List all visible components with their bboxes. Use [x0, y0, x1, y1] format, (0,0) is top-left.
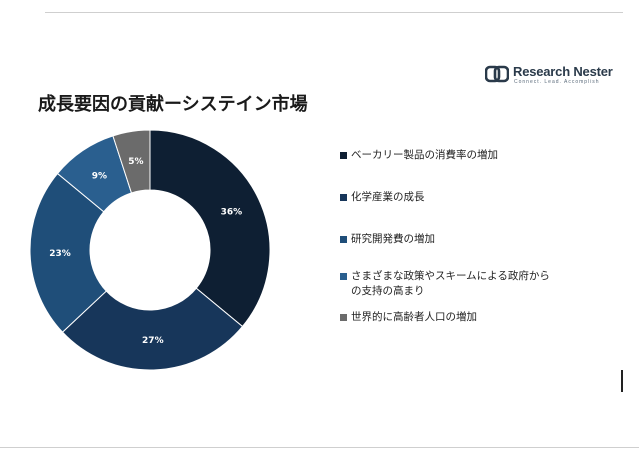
- legend-item-2: 化学産業の成長: [340, 190, 566, 205]
- legend-label-2: 化学産業の成長: [351, 191, 425, 203]
- slice-label-3: 23%: [49, 249, 71, 259]
- slice-label-1: 36%: [221, 208, 243, 218]
- legend-item-4: さまざまな政策やスキームによる政府から の支持の高まり: [340, 269, 566, 299]
- legend-item-3: 研究開発費の増加: [340, 232, 566, 247]
- legend-label-3: 研究開発費の増加: [351, 233, 435, 245]
- legend-swatch-5: [340, 314, 347, 321]
- brand-tagline: Connect. Lead. Accomplish: [514, 79, 600, 85]
- slice-label-4: 9%: [92, 172, 107, 182]
- legend-swatch-1: [340, 152, 347, 159]
- bottom-divider: [0, 447, 639, 448]
- right-edge-marker: [621, 370, 623, 392]
- research-nester-logo: Research Nester Connect. Lead. Accomplis…: [485, 63, 625, 87]
- donut-slice-3: [29, 172, 107, 333]
- slice-label-5: 5%: [128, 157, 143, 167]
- legend-swatch-2: [340, 194, 347, 201]
- legend-swatch-4: [340, 273, 347, 280]
- legend-label-5: 世界的に高齢者人口の増加: [351, 311, 477, 323]
- donut-slice-1: [149, 129, 271, 328]
- legend-swatch-3: [340, 236, 347, 243]
- donut-slice-2: [61, 287, 244, 371]
- chart-title: 成長要因の貢献ーシステイン市場: [38, 94, 308, 115]
- donut-slice-5: [112, 129, 151, 194]
- legend-label-4: さまざまな政策やスキームによる政府から の支持の高まり: [351, 270, 550, 297]
- top-divider: [45, 12, 623, 13]
- brand-name: Research Nester: [513, 64, 613, 79]
- legend-label-1: ベーカリー製品の消費率の増加: [351, 149, 498, 161]
- slice-label-2: 27%: [142, 336, 164, 346]
- logo-mark-icon: [485, 65, 509, 83]
- legend-item-5: 世界的に高齢者人口の増加: [340, 310, 566, 325]
- legend-item-1: ベーカリー製品の消費率の増加: [340, 148, 566, 163]
